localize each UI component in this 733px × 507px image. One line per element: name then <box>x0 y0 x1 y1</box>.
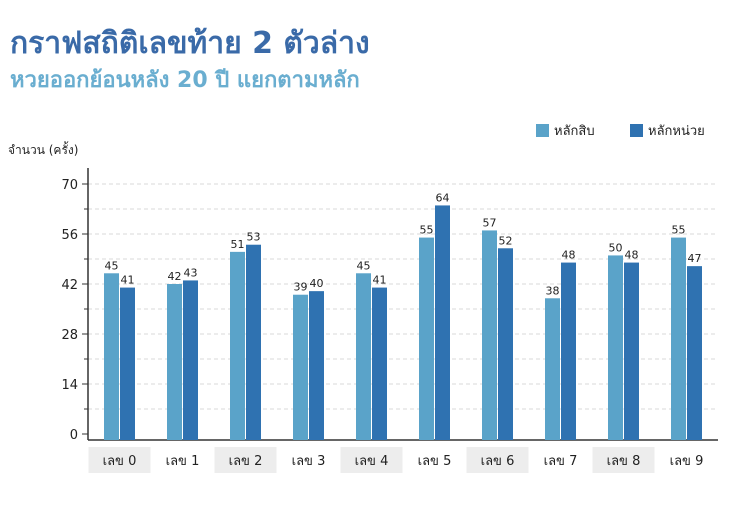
bar[interactable] <box>608 255 623 440</box>
data-label: 43 <box>184 266 198 279</box>
bar[interactable] <box>167 284 182 440</box>
bar[interactable] <box>419 237 434 440</box>
bar[interactable] <box>498 248 513 440</box>
bar[interactable] <box>435 205 450 440</box>
y-axis-label: จำนวน (ครั้ง) <box>8 141 78 157</box>
data-label: 50 <box>609 241 623 254</box>
category-band <box>340 447 403 473</box>
category-band <box>88 447 151 473</box>
data-label: 41 <box>121 274 135 287</box>
bar[interactable] <box>120 287 135 440</box>
data-label: 55 <box>420 224 434 237</box>
data-label: 48 <box>625 249 639 262</box>
y-tick-label: 14 <box>61 378 78 393</box>
x-tick-label: เลข 7 <box>544 454 578 469</box>
bar[interactable] <box>687 266 702 440</box>
x-tick-label: เลข 8 <box>607 454 641 469</box>
data-label: 40 <box>310 277 324 290</box>
x-tick-label: เลข 3 <box>292 454 326 469</box>
category-band <box>214 447 277 473</box>
data-label: 42 <box>168 270 182 283</box>
bar[interactable] <box>309 291 324 440</box>
category-band <box>466 447 529 473</box>
bar[interactable] <box>246 244 261 440</box>
data-label: 64 <box>436 191 450 204</box>
bar[interactable] <box>671 237 686 440</box>
chart-title: กราฟสถิติเลขท้าย 2 ตัวล่าง <box>10 26 370 61</box>
y-tick-label: 56 <box>61 228 78 243</box>
data-label: 55 <box>672 224 686 237</box>
legend-swatch <box>536 124 549 137</box>
x-tick-label: เลข 2 <box>229 454 263 469</box>
y-tick-label: 70 <box>61 178 78 193</box>
data-label: 53 <box>247 231 261 244</box>
bar[interactable] <box>482 230 497 440</box>
data-label: 47 <box>688 252 702 265</box>
y-tick-label: 0 <box>70 428 78 443</box>
bar[interactable] <box>183 280 198 440</box>
x-tick-label: เลข 4 <box>355 454 389 469</box>
bar[interactable] <box>545 298 560 440</box>
legend-label: หลักสิบ <box>554 124 595 139</box>
legend-swatch <box>630 124 643 137</box>
data-label: 41 <box>373 274 387 287</box>
bar[interactable] <box>561 262 576 440</box>
y-tick-label: 28 <box>61 328 78 343</box>
data-label: 39 <box>294 281 308 294</box>
bar[interactable] <box>293 294 308 440</box>
data-label: 38 <box>546 284 560 297</box>
legend-label: หลักหน่วย <box>648 124 705 139</box>
data-label: 52 <box>499 234 513 247</box>
bar[interactable] <box>624 262 639 440</box>
y-tick-label: 42 <box>61 278 78 293</box>
x-tick-label: เลข 5 <box>418 454 452 469</box>
category-band <box>592 447 655 473</box>
data-label: 48 <box>562 249 576 262</box>
bar[interactable] <box>104 273 119 440</box>
chart-subtitle: หวยออกย้อนหลัง 20 ปี แยกตามหลัก <box>10 68 360 93</box>
data-label: 45 <box>357 259 371 272</box>
x-tick-label: เลข 9 <box>670 454 704 469</box>
data-label: 45 <box>105 259 119 272</box>
x-tick-label: เลข 0 <box>103 454 137 469</box>
bar[interactable] <box>356 273 371 440</box>
bar[interactable] <box>230 251 245 440</box>
bar[interactable] <box>372 287 387 440</box>
x-tick-label: เลข 1 <box>166 454 200 469</box>
x-tick-label: เลข 6 <box>481 454 515 469</box>
data-label: 51 <box>231 238 245 251</box>
data-label: 57 <box>483 216 497 229</box>
